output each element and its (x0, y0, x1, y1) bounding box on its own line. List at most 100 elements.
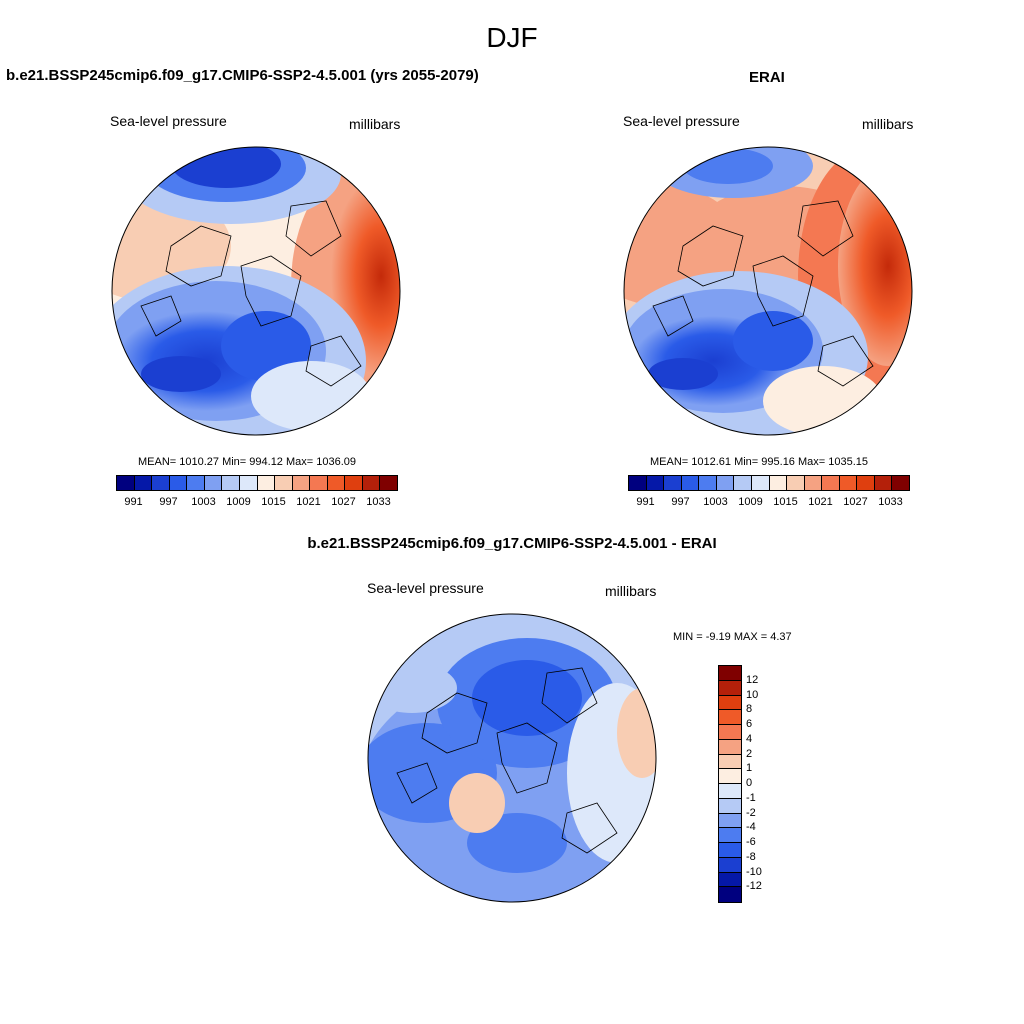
diff-colorbar-ticks: 12 10 8 6 4 2 1 0 -1 -2 -4 -6 -8 -10 -12 (746, 665, 786, 901)
colorbar-swatch (292, 476, 311, 490)
colorbar-tick-label: 1027 (843, 496, 868, 508)
colorbar-swatch (719, 784, 741, 799)
colorbar-swatch (380, 476, 397, 490)
model-variable-label: Sea-level pressure (110, 113, 227, 129)
obs-panel-title: ERAI (749, 69, 785, 86)
colorbar-swatch (751, 476, 770, 490)
colorbar-swatch (719, 739, 741, 755)
colorbar-tick-label: 1021 (296, 496, 321, 508)
colorbar-swatch (187, 476, 205, 490)
colorbar-swatch (681, 476, 700, 490)
diff-panel-title: b.e21.BSSP245cmip6.f09_g17.CMIP6-SSP2-4.… (307, 535, 717, 552)
obs-polar-map (623, 146, 913, 436)
colorbar-swatch (719, 843, 741, 858)
colorbar-tick-label: 1009 (738, 496, 763, 508)
colorbar-tick-label: 997 (159, 496, 178, 508)
colorbar-tick-label: -6 (746, 836, 756, 848)
colorbar-swatch (719, 710, 741, 725)
colorbar-swatch (719, 769, 741, 784)
colorbar-tick-label: 12 (746, 673, 759, 686)
colorbar-swatch (892, 476, 909, 490)
obs-colorbar-ticks: 991 997 1003 1009 1015 1021 1027 1033 (628, 496, 908, 510)
colorbar-tick-label: -1 (746, 791, 756, 804)
colorbar-tick-label: -4 (746, 821, 756, 834)
colorbar-swatch (646, 476, 665, 490)
colorbar-swatch (719, 813, 741, 829)
colorbar-tick-label: -8 (746, 850, 756, 863)
model-polar-map (111, 146, 401, 436)
obs-units-label: millibars (862, 116, 914, 132)
diff-units-label: millibars (605, 583, 657, 599)
colorbar-swatch (719, 798, 741, 814)
colorbar-swatch (310, 476, 328, 490)
obs-stats: MEAN= 1012.61 Min= 995.16 Max= 1035.15 (650, 456, 869, 468)
colorbar-tick-label: 1 (746, 762, 753, 775)
colorbar-swatch (699, 476, 717, 490)
colorbar-tick-label: 1003 (191, 496, 216, 508)
diff-polar-map (367, 613, 657, 903)
colorbar-swatch (822, 476, 840, 490)
colorbar-swatch (204, 476, 223, 490)
model-units-label: millibars (349, 116, 401, 132)
colorbar-swatch (719, 754, 741, 770)
colorbar-tick-label: 8 (746, 703, 753, 716)
colorbar-swatch (787, 476, 805, 490)
colorbar-tick-label: 991 (636, 496, 655, 508)
colorbar-tick-label: 1033 (366, 496, 391, 508)
colorbar-tick-label: -2 (746, 806, 756, 819)
colorbar-swatch (152, 476, 170, 490)
colorbar-swatch (857, 476, 875, 490)
colorbar-swatch (257, 476, 276, 490)
colorbar-swatch (719, 872, 741, 888)
colorbar-tick-label: 1021 (808, 496, 833, 508)
colorbar-tick-label: -10 (746, 865, 762, 878)
colorbar-tick-label: 1015 (773, 496, 798, 508)
colorbar-swatch (239, 476, 258, 490)
colorbar-tick-label: 1003 (703, 496, 728, 508)
diff-variable-label: Sea-level pressure (367, 580, 484, 596)
colorbar-swatch (719, 725, 741, 740)
model-colorbar (116, 475, 398, 491)
colorbar-swatch (719, 887, 741, 902)
colorbar-swatch (275, 476, 293, 490)
colorbar-swatch (769, 476, 788, 490)
colorbar-tick-label: 1015 (261, 496, 286, 508)
colorbar-tick-label: 0 (746, 777, 753, 789)
colorbar-swatch (719, 666, 741, 681)
colorbar-swatch (719, 828, 741, 843)
model-stats: MEAN= 1010.27 Min= 994.12 Max= 1036.09 (138, 456, 357, 468)
colorbar-tick-label: 4 (746, 732, 753, 745)
colorbar-tick-label: 10 (746, 688, 759, 701)
colorbar-tick-label: 1027 (331, 496, 356, 508)
colorbar-tick-label: 6 (746, 718, 753, 730)
colorbar-swatch (134, 476, 153, 490)
colorbar-tick-label: 1009 (226, 496, 251, 508)
colorbar-swatch (117, 476, 135, 490)
colorbar-swatch (169, 476, 188, 490)
obs-variable-label: Sea-level pressure (623, 113, 740, 129)
colorbar-swatch (719, 695, 741, 711)
model-colorbar-ticks: 991 997 1003 1009 1015 1021 1027 1033 (116, 496, 396, 510)
colorbar-swatch (734, 476, 752, 490)
obs-colorbar (628, 475, 910, 491)
colorbar-swatch (719, 857, 741, 873)
colorbar-swatch (719, 680, 741, 696)
colorbar-swatch (804, 476, 823, 490)
colorbar-swatch (629, 476, 647, 490)
diff-stats: MIN = -9.19 MAX = 4.37 (673, 631, 792, 643)
colorbar-swatch (362, 476, 381, 490)
model-panel-title: b.e21.BSSP245cmip6.f09_g17.CMIP6-SSP2-4.… (6, 67, 479, 84)
figure-title: DJF (486, 22, 538, 53)
diff-colorbar (718, 665, 742, 903)
colorbar-tick-label: 997 (671, 496, 690, 508)
colorbar-tick-label: 991 (124, 496, 143, 508)
colorbar-tick-label: 1033 (878, 496, 903, 508)
colorbar-tick-label: 2 (746, 747, 753, 760)
colorbar-swatch (327, 476, 346, 490)
colorbar-swatch (664, 476, 682, 490)
colorbar-swatch (222, 476, 240, 490)
colorbar-swatch (839, 476, 858, 490)
colorbar-tick-label: -12 (746, 880, 762, 893)
colorbar-swatch (716, 476, 735, 490)
colorbar-swatch (345, 476, 363, 490)
